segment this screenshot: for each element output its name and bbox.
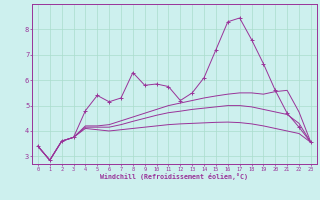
X-axis label: Windchill (Refroidissement éolien,°C): Windchill (Refroidissement éolien,°C) — [100, 173, 248, 180]
